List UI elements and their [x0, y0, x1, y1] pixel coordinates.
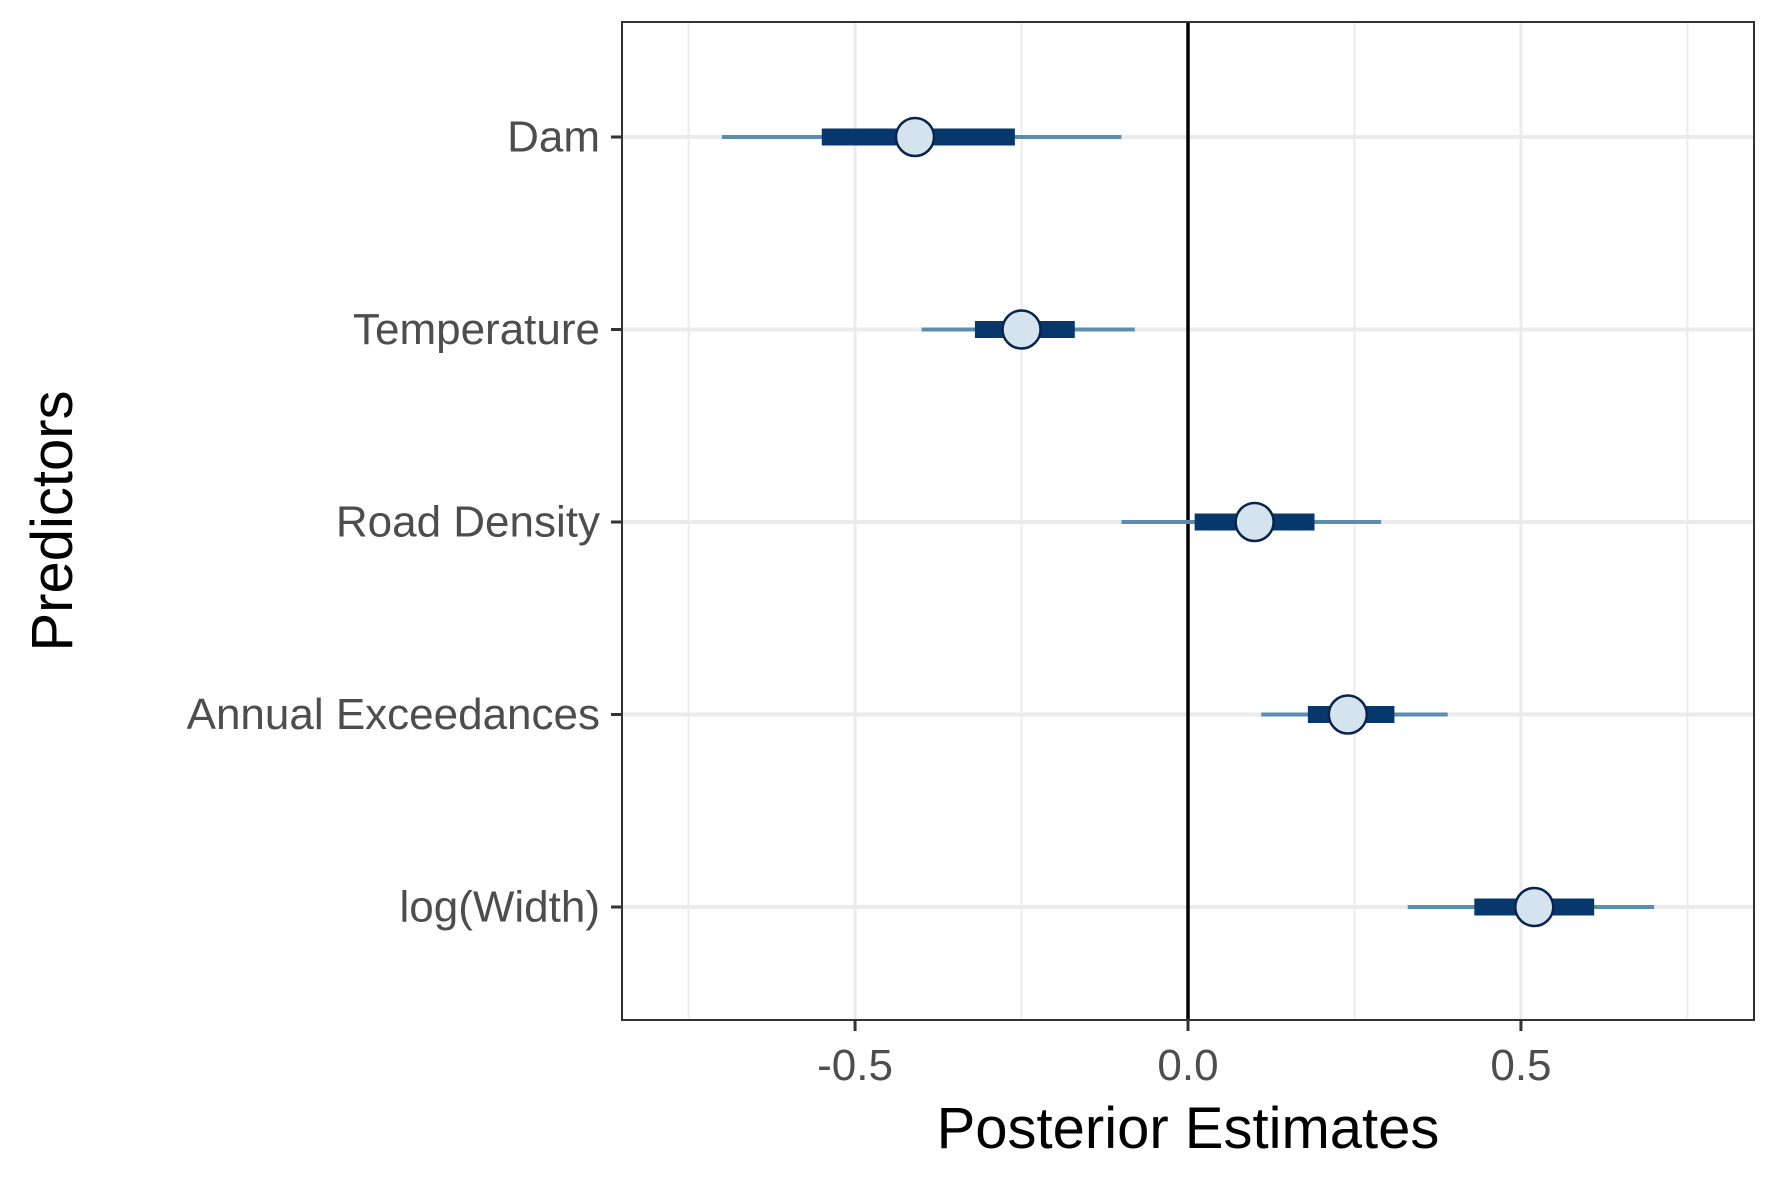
- y-axis-title: Predictors: [20, 390, 85, 651]
- estimate-log-width: [1407, 886, 1655, 928]
- median-point: [894, 116, 936, 158]
- y-tick-label: Dam: [507, 113, 600, 162]
- axis-layer: Dam Temperature Road Density Annual Exceeda…: [187, 113, 1552, 1091]
- median-point: [1327, 694, 1369, 735]
- estimate-road-density: [1121, 501, 1382, 543]
- estimate-dam: [721, 116, 1122, 158]
- estimate-temperature: [921, 309, 1135, 350]
- y-tick-label: Road Density: [336, 498, 600, 547]
- y-tick-label: log(Width): [400, 883, 601, 932]
- y-tick-label: Temperature: [353, 305, 600, 354]
- median-point: [1234, 501, 1275, 543]
- estimate-annual-exceedances: [1261, 694, 1448, 735]
- x-tick-label: 0.5: [1490, 1041, 1551, 1090]
- x-tick-label: -0.5: [817, 1041, 893, 1090]
- x-axis-title: Posterior Estimates: [937, 1096, 1440, 1161]
- x-tick-label: 0.0: [1157, 1041, 1218, 1090]
- median-point: [1001, 309, 1042, 350]
- interval-layer: [721, 116, 1655, 928]
- y-tick-label: Annual Exceedances: [187, 690, 600, 739]
- median-point: [1514, 886, 1555, 928]
